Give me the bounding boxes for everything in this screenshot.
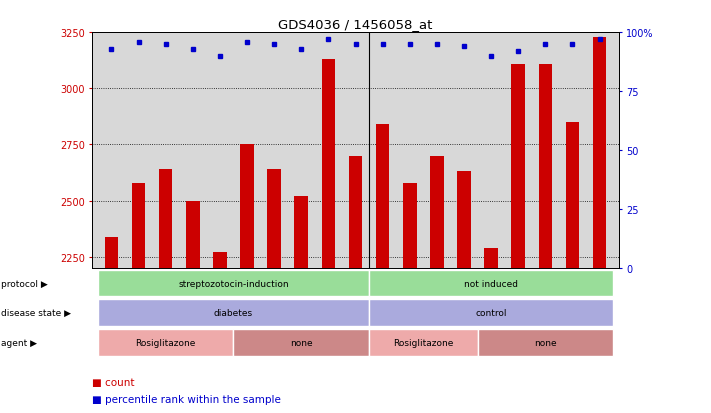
Title: GDS4036 / 1456058_at: GDS4036 / 1456058_at [278, 17, 433, 31]
Text: ■ count: ■ count [92, 377, 135, 387]
Bar [376, 125, 390, 268]
Bar [593, 38, 606, 268]
Text: disease state ▶: disease state ▶ [1, 309, 70, 318]
Text: diabetes: diabetes [214, 309, 253, 318]
Text: streptozotocin-induction: streptozotocin-induction [178, 279, 289, 288]
Bar [484, 248, 498, 268]
Bar [186, 201, 200, 268]
Text: control: control [476, 309, 507, 318]
Bar [538, 64, 552, 268]
Bar [478, 330, 613, 356]
Bar [321, 60, 335, 268]
Text: ■ percentile rank within the sample: ■ percentile rank within the sample [92, 394, 282, 404]
Bar [98, 270, 369, 297]
Bar [403, 183, 417, 268]
Bar [369, 300, 613, 326]
Bar [511, 64, 525, 268]
Text: Rosiglitazone: Rosiglitazone [393, 338, 454, 347]
Bar [348, 157, 363, 268]
Bar [430, 157, 444, 268]
Bar [233, 330, 369, 356]
Bar [457, 172, 471, 268]
Bar [105, 237, 118, 268]
Bar [98, 330, 233, 356]
Bar [566, 123, 579, 268]
Bar [369, 270, 613, 297]
Bar [213, 253, 227, 268]
Bar [369, 330, 478, 356]
Text: not induced: not induced [464, 279, 518, 288]
Bar [98, 300, 369, 326]
Text: Rosiglitazone: Rosiglitazone [136, 338, 196, 347]
Bar [294, 197, 308, 268]
Bar [240, 145, 254, 268]
Bar [132, 183, 145, 268]
Bar [159, 170, 173, 268]
Text: agent ▶: agent ▶ [1, 338, 37, 347]
Bar [267, 170, 281, 268]
Text: protocol ▶: protocol ▶ [1, 279, 48, 288]
Text: none: none [534, 338, 557, 347]
Text: none: none [290, 338, 313, 347]
